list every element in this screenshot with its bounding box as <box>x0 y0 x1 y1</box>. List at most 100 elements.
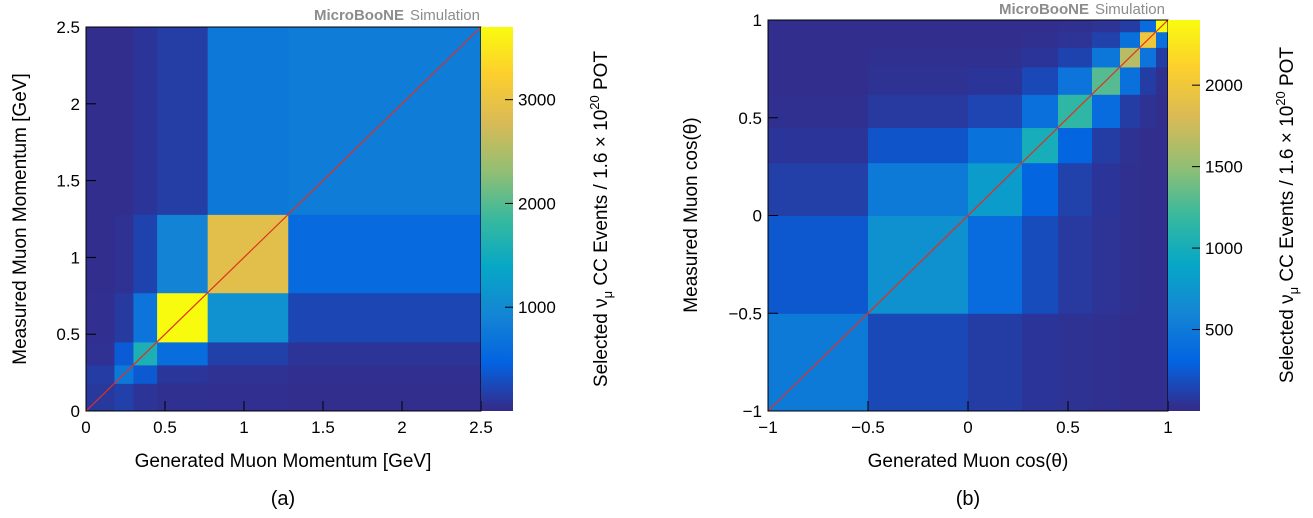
heatmap-cell-a-4-1 <box>114 214 133 293</box>
heatmap-cell-b-3-7 <box>1140 128 1157 164</box>
heatmap-cell-b-0-3 <box>1022 313 1059 411</box>
x-tick-label-a-4: 2 <box>397 418 406 437</box>
colorbar-tick-label-b-0: 500 <box>1205 321 1233 340</box>
y-axis-label-b: Measured Muon cos(θ) <box>681 117 702 312</box>
heatmap-cell-a-4-2 <box>133 214 157 293</box>
watermark-a: MicroBooNE Simulation <box>314 7 480 24</box>
x-tick-label-a-1: 0.5 <box>153 418 177 437</box>
heatmap-cell-b-2-5 <box>1092 163 1121 216</box>
y-tick-label-b-4: 1 <box>753 11 762 30</box>
heatmap-cell-a-0-2 <box>133 383 157 411</box>
heatmap-cell-b-3-6 <box>1120 128 1141 164</box>
heatmap-cell-b-7-8 <box>1156 32 1169 48</box>
heatmap-cell-b-4-1 <box>868 94 969 128</box>
x-axis-label-a: Generated Muon Momentum [GeV] <box>135 451 432 472</box>
heatmap-cell-b-0-6 <box>1120 313 1141 411</box>
heatmap-cell-a-1-2 <box>133 365 157 384</box>
colorbar-label-b: Selected νμ CC Events / 1.6 × 1020 POT <box>1273 47 1301 384</box>
heatmap-cell-b-6-4 <box>1058 47 1093 67</box>
y-tick-label-b-1: −0.5 <box>728 304 762 323</box>
heatmap-cell-b-5-2 <box>968 67 1023 95</box>
heatmap-cell-b-6-3 <box>1022 47 1059 67</box>
x-axis-label-b: Generated Muon cos(θ) <box>868 451 1069 472</box>
heatmap-cell-b-2-8 <box>1156 163 1169 216</box>
x-tick-label-a-5: 2.5 <box>469 418 493 437</box>
heatmap-cell-b-8-3 <box>1022 20 1059 32</box>
heatmap-cell-a-3-4 <box>208 293 289 343</box>
y-tick-label-a-4: 2 <box>71 95 80 114</box>
heatmap-cell-a-5-4 <box>208 27 289 215</box>
heatmap-cell-b-1-6 <box>1120 216 1141 314</box>
heatmap-cell-b-3-8 <box>1156 128 1169 164</box>
heatmap-cell-b-5-3 <box>1022 67 1059 95</box>
heatmap-cell-a-5-3 <box>157 27 208 215</box>
heatmap-cell-a-3-1 <box>114 293 133 343</box>
heatmap-cell-b-2-3 <box>1022 163 1059 216</box>
x-tick-label-a-2: 1 <box>239 418 248 437</box>
y-tick-label-b-2: 0 <box>753 207 762 226</box>
colorbar-label-a: Selected νμ CC Events / 1.6 × 1020 POT <box>587 51 615 388</box>
x-tick-label-b-3: 0.5 <box>1056 418 1080 437</box>
colorbar-a <box>481 27 513 411</box>
heatmap-cell-b-1-3 <box>1022 216 1059 314</box>
heatmap-cell-a-4-3 <box>157 214 208 293</box>
colorbar-tick-label-a-2: 3000 <box>518 91 556 110</box>
y-tick-label-b-3: 0.5 <box>738 109 762 128</box>
watermark-b: MicroBooNE Simulation <box>999 1 1165 18</box>
heatmap-cell-b-5-8 <box>1156 67 1169 95</box>
heatmap-cell-a-1-4 <box>208 365 289 384</box>
y-axis-label-a: Measured Muon Momentum [GeV] <box>10 73 31 364</box>
heatmap-cell-a-2-5 <box>288 342 481 366</box>
heatmap-cell-b-6-1 <box>868 47 969 67</box>
heatmap-cell-b-4-0 <box>768 94 869 128</box>
heatmap-cell-b-7-6 <box>1120 32 1141 48</box>
heatmap-cell-b-4-2 <box>968 94 1023 128</box>
x-tick-label-b-4: 1 <box>1163 418 1172 437</box>
heatmap-cell-a-2-3 <box>157 342 208 366</box>
heatmap-cell-b-0-1 <box>868 313 969 411</box>
heatmap-cell-a-4-0 <box>86 214 115 293</box>
heatmap-cell-b-1-2 <box>968 216 1023 314</box>
heatmap-cell-b-2-6 <box>1120 163 1141 216</box>
heatmap-cell-b-8-6 <box>1120 20 1141 32</box>
y-tick-label-a-5: 2.5 <box>56 18 80 37</box>
heatmap-cell-b-4-8 <box>1156 94 1169 128</box>
heatmap-cell-a-3-5 <box>288 293 481 343</box>
heatmap-cell-b-0-4 <box>1058 313 1093 411</box>
heatmap-cell-b-7-1 <box>868 32 969 48</box>
heatmap-cell-b-0-5 <box>1092 313 1121 411</box>
heatmap-cell-b-3-2 <box>968 128 1023 164</box>
heatmap-cell-b-6-7 <box>1140 47 1157 67</box>
heatmap-cell-b-5-4 <box>1058 67 1093 95</box>
x-tick-label-b-1: −0.5 <box>851 418 885 437</box>
colorbar-b <box>1168 20 1200 411</box>
heatmap-cell-b-3-5 <box>1092 128 1121 164</box>
y-tick-label-a-0: 0 <box>71 402 80 421</box>
heatmap-cell-b-8-5 <box>1092 20 1121 32</box>
heatmap-cell-b-2-4 <box>1058 163 1093 216</box>
y-tick-label-a-1: 0.5 <box>56 325 80 344</box>
heatmap-cell-b-2-7 <box>1140 163 1157 216</box>
heatmap-cell-b-1-0 <box>768 216 869 314</box>
heatmap-cell-a-1-3 <box>157 365 208 384</box>
x-tick-label-a-0: 0 <box>81 418 90 437</box>
heatmap-cell-a-5-2 <box>133 27 157 215</box>
panel-label-b: (b) <box>956 488 980 510</box>
heatmap-cell-b-6-5 <box>1092 47 1121 67</box>
heatmap-cell-b-1-7 <box>1140 216 1157 314</box>
heatmap-cell-a-1-0 <box>86 365 115 384</box>
heatmap-cell-b-4-3 <box>1022 94 1059 128</box>
heatmap-cell-b-1-5 <box>1092 216 1121 314</box>
heatmap-cell-b-5-6 <box>1120 67 1141 95</box>
colorbar-tick-label-b-2: 1500 <box>1205 158 1243 177</box>
heatmap-cell-b-6-2 <box>968 47 1023 67</box>
heatmap-cell-b-7-2 <box>968 32 1023 48</box>
heatmap-cell-b-4-5 <box>1092 94 1121 128</box>
heatmap-cell-a-3-2 <box>133 293 157 343</box>
heatmap-cell-a-1-5 <box>288 365 481 384</box>
heatmap-cell-b-5-0 <box>768 67 869 95</box>
heatmap-cell-a-2-4 <box>208 342 289 366</box>
heatmap-cell-b-8-4 <box>1058 20 1093 32</box>
